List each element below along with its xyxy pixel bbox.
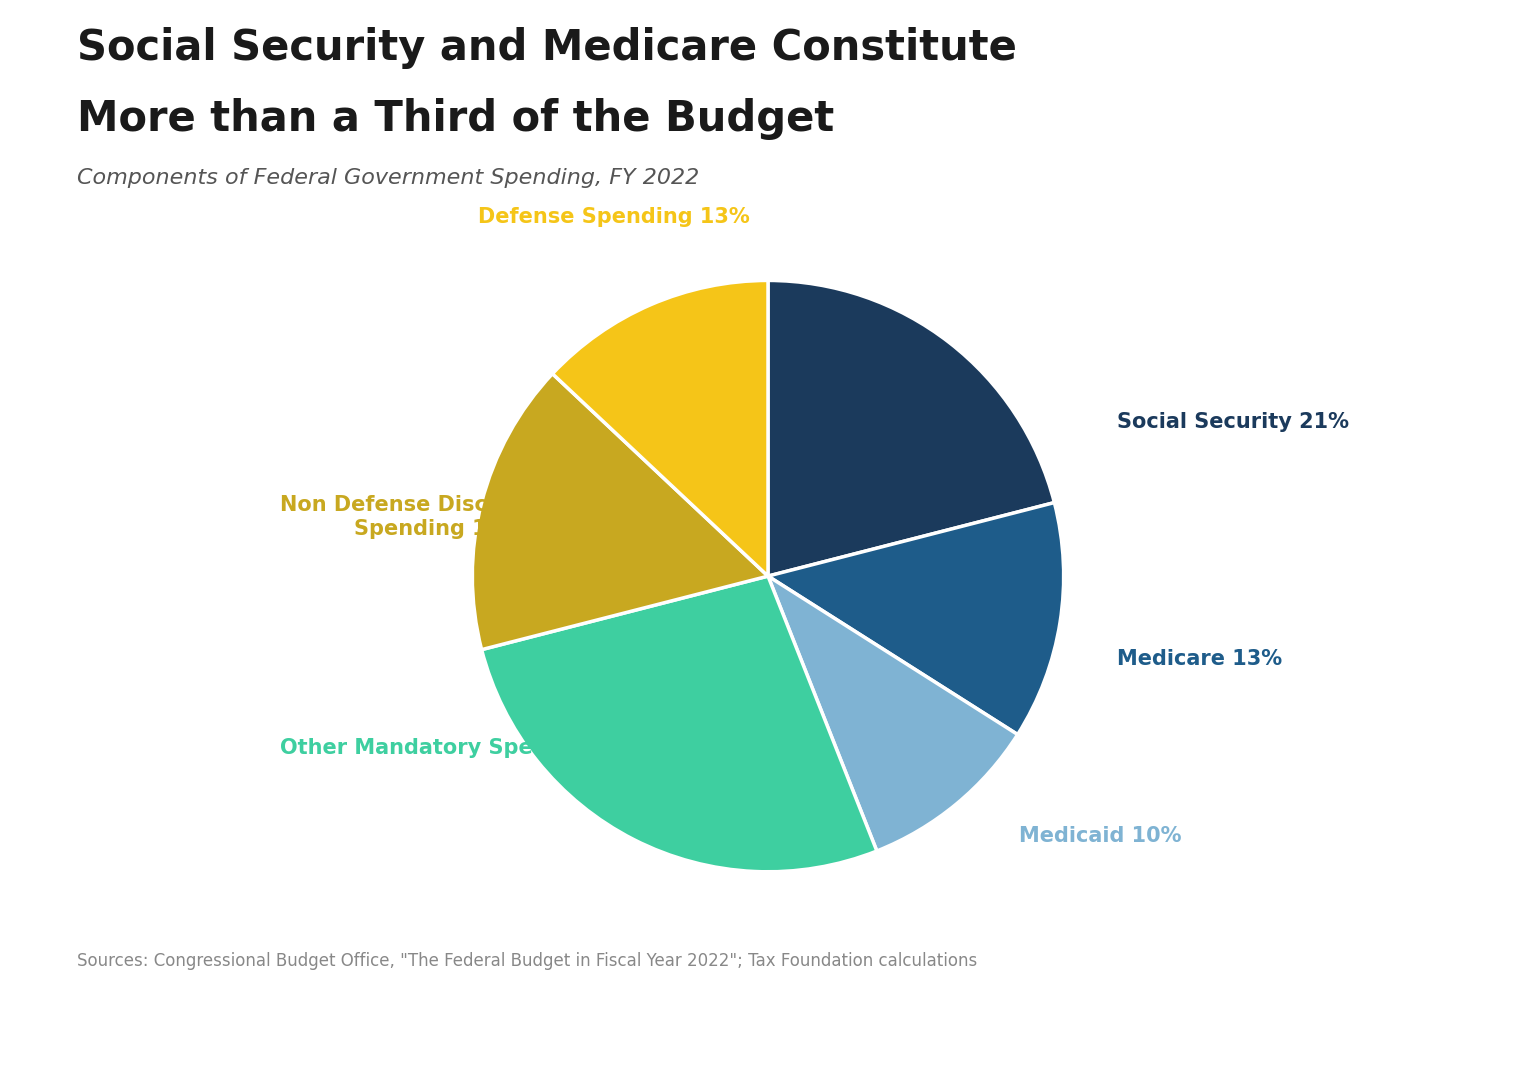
Text: More than a Third of the Budget: More than a Third of the Budget (77, 98, 834, 140)
Wedge shape (768, 280, 1054, 576)
Text: Medicare 13%: Medicare 13% (1117, 649, 1283, 669)
Wedge shape (768, 502, 1063, 735)
Text: Medicaid 10%: Medicaid 10% (1020, 826, 1181, 847)
Wedge shape (768, 576, 1018, 851)
Text: @TaxFoundation: @TaxFoundation (1258, 1036, 1490, 1060)
Wedge shape (473, 374, 768, 650)
Text: Components of Federal Government Spending, FY 2022: Components of Federal Government Spendin… (77, 168, 699, 188)
Text: TAX FOUNDATION: TAX FOUNDATION (46, 1036, 295, 1060)
Wedge shape (482, 576, 877, 872)
Text: Non Defense Discretionary
Spending 16%: Non Defense Discretionary Spending 16% (280, 496, 596, 538)
Text: Other Mandatory Spending 27%: Other Mandatory Spending 27% (280, 738, 657, 758)
Text: Social Security 21%: Social Security 21% (1117, 412, 1349, 433)
Wedge shape (553, 280, 768, 576)
Text: Sources: Congressional Budget Office, "The Federal Budget in Fiscal Year 2022"; : Sources: Congressional Budget Office, "T… (77, 951, 977, 970)
Text: Social Security and Medicare Constitute: Social Security and Medicare Constitute (77, 27, 1017, 70)
Text: Defense Spending 13%: Defense Spending 13% (478, 208, 750, 227)
